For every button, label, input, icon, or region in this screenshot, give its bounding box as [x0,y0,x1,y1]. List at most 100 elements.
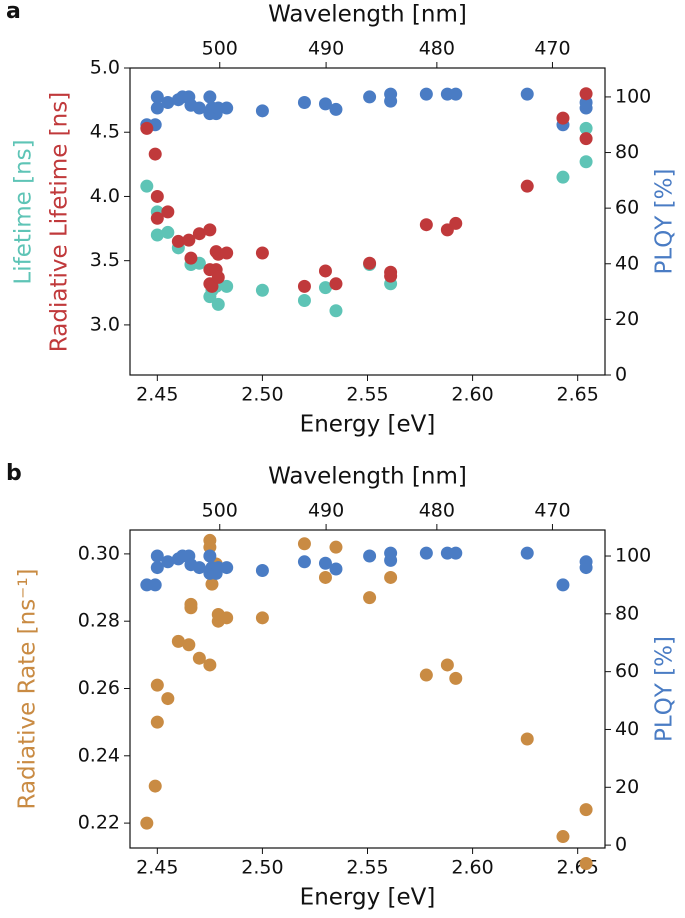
data-point [182,638,196,652]
y-tick-label: 3.0 [90,313,120,335]
data-point [329,102,343,116]
data-point [318,97,332,111]
y-tick-label: 0.24 [78,744,120,766]
data-point [520,87,534,101]
data-point [150,678,164,692]
data-point [161,225,175,239]
data-point [192,227,206,241]
y2-tick-label: 100 [615,545,651,567]
data-point [556,170,570,184]
data-point [449,546,463,560]
data-point [150,561,164,575]
data-point [150,189,164,203]
y-tick-label: 0.30 [78,542,120,564]
data-point [150,549,164,563]
y2-tick-label: 0 [615,364,627,386]
x2-tick-label: 480 [419,500,455,522]
y2-tick-label: 20 [615,308,639,330]
data-point [449,671,463,685]
y2-axis-title: PLQY [%] [652,169,678,275]
data-point [203,90,217,104]
y2-tick-label: 100 [615,85,651,107]
data-point [318,281,332,295]
data-point [192,651,206,665]
plot-frame [129,67,606,376]
data-point [329,277,343,291]
data-point [220,561,234,575]
data-point [363,90,377,104]
data-point [182,233,196,247]
data-point [150,211,164,225]
x2-tick-label: 490 [308,500,344,522]
y2-tick-label: 0 [615,834,627,856]
data-point [150,228,164,242]
data-point [579,803,593,817]
y2-tick-label: 20 [615,776,639,798]
data-point [192,561,206,575]
x-tick-label: 2.65 [557,857,599,879]
y-axis-title: Radiative Lifetime [ns] [47,92,73,352]
data-point [556,578,570,592]
data-point [140,816,154,830]
data-point [297,555,311,569]
data-point [419,218,433,232]
y-axis-title: Lifetime [ns] [11,139,37,284]
data-point [255,246,269,260]
data-point [579,121,593,135]
y-tick-label: 0.22 [78,812,120,834]
y-tick-label: 4.0 [90,185,120,207]
data-point [161,95,175,109]
data-point [255,283,269,297]
data-point [205,577,219,591]
x-axis-title: Energy [eV] [300,412,436,438]
x2-tick-label: 490 [308,38,344,60]
data-point [255,104,269,118]
x2-axis-title: Wavelength [nm] [268,2,467,28]
data-point [520,732,534,746]
x-tick-label: 2.45 [136,857,178,879]
data-point [329,562,343,576]
data-point [220,101,234,115]
data-point [384,87,398,101]
data-point [520,179,534,193]
data-point [579,87,593,101]
x2-axis-title: Wavelength [nm] [268,464,467,490]
y2-tick-label: 80 [615,141,639,163]
panel-label: a [6,0,21,24]
data-point [150,101,164,115]
data-point [318,556,332,570]
data-point [171,634,185,648]
data-point [318,570,332,584]
data-point [440,658,454,672]
data-point [297,537,311,551]
y-tick-label: 4.5 [90,121,120,143]
data-point [205,279,219,293]
x-tick-label: 2.50 [241,857,283,879]
data-point [579,132,593,146]
x2-tick-label: 470 [534,38,570,60]
data-point [556,830,570,844]
y-tick-label: 3.5 [90,249,120,271]
data-point [203,658,217,672]
y2-tick-label: 80 [615,602,639,624]
data-point [363,256,377,270]
data-point [449,87,463,101]
data-point [211,270,225,284]
data-point [140,179,154,193]
data-point [255,563,269,577]
data-point [161,555,175,569]
y2-tick-label: 40 [615,252,639,274]
y-axis-title: Radiative Rate [ns⁻¹] [15,568,41,809]
y2-tick-label: 40 [615,718,639,740]
data-point [150,715,164,729]
x2-tick-label: 480 [419,38,455,60]
y2-axis-title: PLQY [%] [652,636,678,742]
data-point [297,95,311,109]
panel-label: b [6,461,22,486]
data-point [140,121,154,135]
data-point [363,549,377,563]
plot-frame [129,529,606,849]
data-point [318,264,332,278]
y-tick-label: 0.26 [78,677,120,699]
